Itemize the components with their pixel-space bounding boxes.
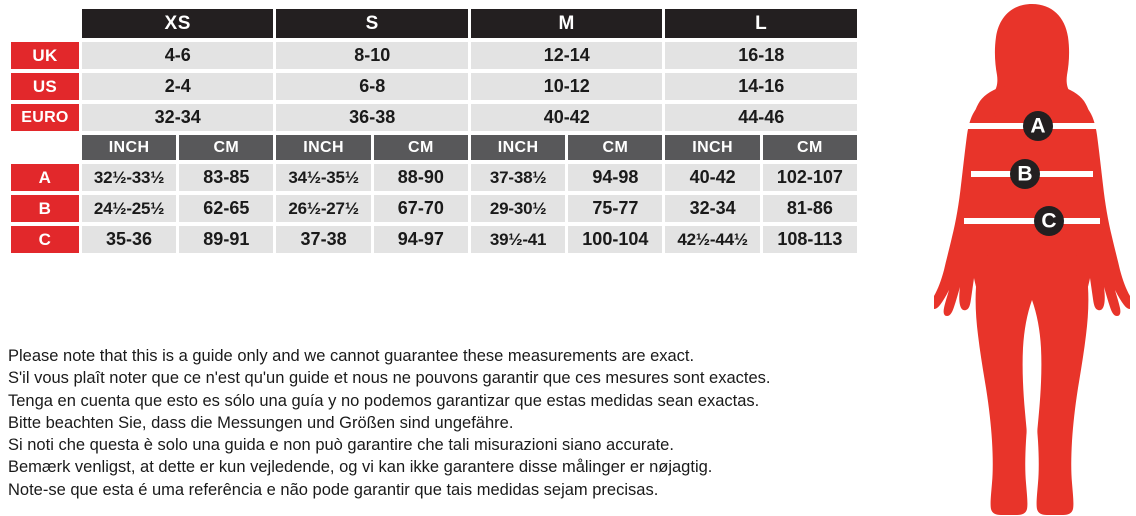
unit-corner-spacer — [11, 135, 79, 160]
cell-uk-xs: 4-6 — [81, 42, 274, 69]
row-label-c: C — [11, 226, 79, 253]
cell-c-s-inch: 37-38 — [276, 226, 371, 253]
cell-b-xs-inch: 24½-25½ — [81, 195, 177, 222]
note-line-da: Bemærk venligst, at dette er kun vejlede… — [8, 458, 713, 477]
cell-c-l-inch: 42½-44½ — [665, 226, 760, 253]
unit-header-inch-s: INCH — [276, 135, 371, 160]
note-line-en: Please note that this is a guide only an… — [8, 347, 695, 365]
row-label-euro: EURO — [11, 104, 79, 131]
cell-a-m-inch: 37-38½ — [470, 164, 566, 191]
cell-a-s-inch: 34½-35½ — [276, 164, 371, 191]
row-label-a: A — [11, 164, 79, 191]
female-silhouette-icon — [934, 4, 1130, 515]
note-line-de: Bitte beachten Sie, dass die Messungen u… — [8, 413, 514, 432]
cell-us-s: 6-8 — [276, 73, 468, 100]
unit-header-cm-l: CM — [762, 135, 857, 160]
cell-a-l-inch: 40-42 — [665, 164, 760, 191]
cell-c-m-inch: 39½-41 — [470, 226, 566, 253]
marker-b-badge: B — [1010, 159, 1040, 189]
cell-b-m-cm: 75-77 — [568, 195, 663, 222]
cell-a-xs-inch: 32½-33½ — [81, 164, 177, 191]
marker-c-badge: C — [1034, 206, 1064, 236]
cell-b-s-cm: 67-70 — [373, 195, 468, 222]
table-row-euro: EURO 32-34 36-38 40-42 44-46 — [11, 104, 857, 131]
unit-header-row: INCH CM INCH CM INCH CM INCH CM — [11, 135, 857, 160]
cell-uk-l: 16-18 — [665, 42, 857, 69]
cell-us-m: 10-12 — [470, 73, 663, 100]
corner-spacer — [11, 9, 79, 38]
cell-a-xs-cm: 83-85 — [179, 164, 274, 191]
measure-line-c — [964, 218, 1100, 224]
cell-b-m-inch: 29-30½ — [470, 195, 566, 222]
size-header-m: M — [470, 9, 663, 38]
body-measurement-figure: A B C — [934, 0, 1130, 516]
size-header-xs: XS — [81, 9, 274, 38]
unit-header-inch-m: INCH — [470, 135, 566, 160]
table-row-us: US 2-4 6-8 10-12 14-16 — [11, 73, 857, 100]
unit-header-inch-l: INCH — [665, 135, 760, 160]
cell-a-m-cm: 94-98 — [568, 164, 663, 191]
row-label-us: US — [11, 73, 79, 100]
marker-a-label: A — [1030, 115, 1045, 138]
cell-euro-s: 36-38 — [276, 104, 468, 131]
unit-header-inch-xs: INCH — [81, 135, 177, 160]
cell-b-xs-cm: 62-65 — [179, 195, 274, 222]
size-header-s: S — [276, 9, 468, 38]
table-row-uk: UK 4-6 8-10 12-14 16-18 — [11, 42, 857, 69]
marker-a-badge: A — [1023, 111, 1053, 141]
note-line-fr: S'il vous plaît noter que ce n'est qu'un… — [8, 369, 771, 388]
cell-b-l-inch: 32-34 — [665, 195, 760, 222]
cell-c-s-cm: 94-97 — [373, 226, 468, 253]
cell-uk-m: 12-14 — [470, 42, 663, 69]
table-row-a: A 32½-33½ 83-85 34½-35½ 88-90 37-38½ 94-… — [11, 164, 857, 191]
row-label-b: B — [11, 195, 79, 222]
disclaimer-notes: Please note that this is a guide only an… — [8, 345, 918, 501]
note-line-pt: Note-se que esta é uma referência e não … — [8, 480, 659, 499]
cell-a-s-cm: 88-90 — [373, 164, 468, 191]
table-row-c: C 35-36 89-91 37-38 94-97 39½-41 100-104… — [11, 226, 857, 253]
cell-c-m-cm: 100-104 — [568, 226, 663, 253]
unit-header-cm-s: CM — [373, 135, 468, 160]
cell-euro-l: 44-46 — [665, 104, 857, 131]
cell-c-xs-inch: 35-36 — [81, 226, 177, 253]
row-label-uk: UK — [11, 42, 79, 69]
cell-a-l-cm: 102-107 — [762, 164, 857, 191]
unit-header-cm-m: CM — [568, 135, 663, 160]
cell-us-l: 14-16 — [665, 73, 857, 100]
marker-b-label: B — [1017, 163, 1032, 186]
note-line-es: Tenga en cuenta que esto es sólo una guí… — [8, 391, 760, 410]
size-header-l: L — [665, 9, 857, 38]
cell-c-l-cm: 108-113 — [762, 226, 857, 253]
cell-b-l-cm: 81-86 — [762, 195, 857, 222]
marker-c-label: C — [1041, 210, 1056, 233]
table-row-b: B 24½-25½ 62-65 26½-27½ 67-70 29-30½ 75-… — [11, 195, 857, 222]
cell-b-s-inch: 26½-27½ — [276, 195, 371, 222]
cell-us-xs: 2-4 — [81, 73, 274, 100]
cell-euro-xs: 32-34 — [81, 104, 274, 131]
size-chart-table: XS S M L UK 4-6 8-10 12-14 16-18 US 2-4 … — [8, 5, 860, 257]
note-line-it: Si noti che questa è solo una guida e no… — [8, 436, 674, 455]
cell-uk-s: 8-10 — [276, 42, 468, 69]
cell-euro-m: 40-42 — [470, 104, 663, 131]
unit-header-cm-xs: CM — [179, 135, 274, 160]
cell-c-xs-cm: 89-91 — [179, 226, 274, 253]
size-header-row: XS S M L — [11, 9, 857, 38]
